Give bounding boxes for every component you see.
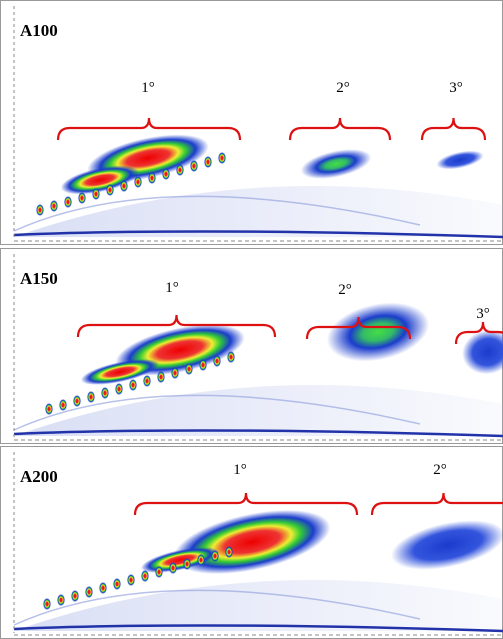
- peak: [141, 570, 149, 582]
- peak: [129, 379, 137, 391]
- peak-cluster: [60, 165, 140, 195]
- peak: [199, 359, 207, 371]
- peak: [57, 594, 65, 606]
- peak: [87, 391, 95, 403]
- bracket-label: 3°: [476, 306, 490, 322]
- curve-streak: [13, 394, 421, 431]
- bracket-label: 3°: [449, 80, 463, 96]
- bracket-label: 1°: [165, 280, 179, 296]
- peak: [190, 160, 198, 172]
- bracket-label: 2°: [336, 80, 350, 96]
- peak: [64, 196, 72, 208]
- bracket-label: 1°: [141, 80, 155, 96]
- bracket: [76, 314, 277, 338]
- bracket: [420, 117, 487, 141]
- peak: [211, 550, 219, 562]
- peak: [155, 566, 163, 578]
- peak: [169, 562, 177, 574]
- peak: [45, 403, 53, 415]
- peak: [143, 375, 151, 387]
- peak: [99, 582, 107, 594]
- baseline-streak: [13, 230, 503, 239]
- peak: [50, 200, 58, 212]
- peak: [113, 578, 121, 590]
- panel-title: A200: [20, 467, 58, 486]
- baseline-streak: [13, 429, 503, 438]
- peak: [171, 367, 179, 379]
- bracket: [454, 321, 503, 345]
- peak-cluster: [391, 520, 503, 570]
- bracket-label: 2°: [433, 462, 447, 478]
- curve-streak: [13, 589, 421, 626]
- baseline-streak: [13, 624, 503, 633]
- peak: [59, 399, 67, 411]
- haze: [14, 385, 503, 436]
- peak-cluster: [462, 329, 503, 375]
- peak: [43, 598, 51, 610]
- peak: [148, 172, 156, 184]
- peak: [101, 387, 109, 399]
- peak: [120, 180, 128, 192]
- peak: [225, 546, 233, 558]
- bracket: [370, 492, 503, 516]
- peak-cluster: [80, 359, 160, 385]
- curve-streak: [13, 195, 421, 232]
- haze: [14, 186, 503, 237]
- peak: [218, 152, 226, 164]
- peak: [127, 574, 135, 586]
- peak: [176, 164, 184, 176]
- peak: [162, 168, 170, 180]
- bracket: [56, 117, 242, 141]
- bracket: [305, 316, 412, 340]
- bracket: [288, 117, 392, 141]
- peak: [85, 586, 93, 598]
- panel: A200 1° 2°: [0, 446, 503, 639]
- peak: [185, 363, 193, 375]
- peak: [71, 590, 79, 602]
- peak: [92, 188, 100, 200]
- haze: [14, 580, 503, 631]
- bracket: [133, 492, 359, 516]
- panel-title: A100: [20, 21, 58, 40]
- peak: [204, 156, 212, 168]
- peak: [78, 192, 86, 204]
- panel: A100 1° 2° 3°: [0, 0, 503, 245]
- panel: A150 1° 2° 3°: [0, 248, 503, 444]
- panel-title: A150: [20, 269, 58, 288]
- peak: [115, 383, 123, 395]
- peak-cluster: [326, 302, 430, 362]
- peak-cluster: [436, 150, 484, 170]
- peak: [73, 395, 81, 407]
- peak: [157, 371, 165, 383]
- peak: [134, 176, 142, 188]
- peak: [106, 184, 114, 196]
- peak: [227, 351, 235, 363]
- peak: [183, 558, 191, 570]
- peak: [213, 355, 221, 367]
- bracket-label: 2°: [338, 282, 352, 298]
- peak-cluster: [300, 149, 372, 179]
- peak: [197, 554, 205, 566]
- bracket-label: 1°: [233, 462, 247, 478]
- peak: [36, 204, 44, 216]
